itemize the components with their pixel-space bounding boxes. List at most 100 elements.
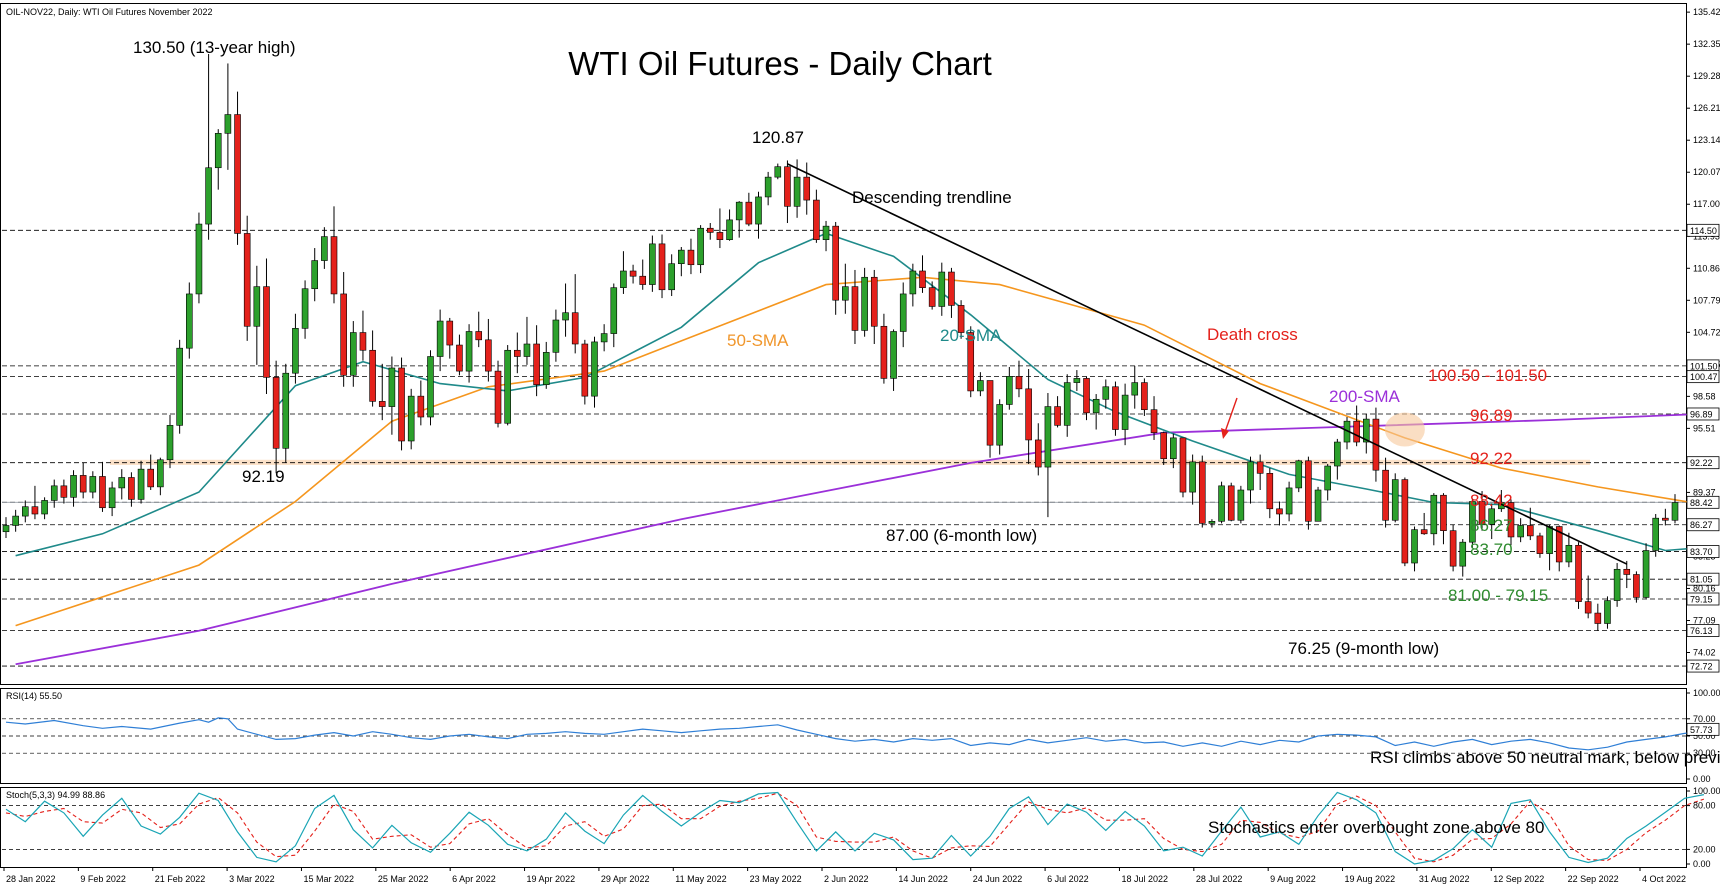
candle-body bbox=[938, 271, 946, 307]
candle-body bbox=[311, 260, 319, 290]
candle-body bbox=[1160, 432, 1167, 460]
candle-body bbox=[890, 331, 897, 379]
candle-body bbox=[899, 293, 907, 332]
candle-body bbox=[70, 475, 77, 498]
candle-body bbox=[996, 404, 1003, 446]
candle-body bbox=[456, 344, 463, 372]
candle-body bbox=[128, 477, 135, 500]
date-tick-label: 31 Aug 2022 bbox=[1419, 874, 1470, 884]
candle-body bbox=[1141, 382, 1148, 411]
price-tag-box bbox=[1686, 659, 1720, 673]
candle-body bbox=[880, 325, 888, 379]
annotation-20-sma: 20-SMA bbox=[940, 326, 1002, 345]
price-tick-label: 117.00 bbox=[1693, 199, 1720, 209]
candle-body bbox=[658, 243, 666, 291]
rsi-layer: 100.00 70.00 50.00 30.00 0.00 57.73 bbox=[2, 688, 1720, 784]
candle-body bbox=[581, 343, 589, 397]
candle-body bbox=[1054, 406, 1061, 426]
date-tick-label: 19 Apr 2022 bbox=[527, 874, 576, 884]
candle-body bbox=[870, 276, 878, 327]
candle-body bbox=[687, 249, 695, 266]
candle-body bbox=[706, 227, 714, 233]
candle-body bbox=[610, 287, 618, 334]
annotation-trendline: Descending trendline bbox=[852, 188, 1012, 207]
date-tick-label: 21 Feb 2022 bbox=[155, 874, 206, 884]
candle-body bbox=[186, 293, 193, 349]
date-tick-label: 2 Jun 2022 bbox=[824, 874, 869, 884]
candle-body bbox=[1594, 612, 1602, 624]
candle-body bbox=[1420, 529, 1428, 535]
candle-body bbox=[832, 225, 839, 301]
candle-body bbox=[957, 305, 965, 333]
candle-body bbox=[948, 271, 955, 306]
candle-body bbox=[1324, 465, 1331, 491]
annotation-13-year-high: 130.50 (13-year high) bbox=[133, 38, 296, 57]
candle-body bbox=[1025, 388, 1032, 441]
candle-body bbox=[1198, 461, 1206, 524]
candle-body bbox=[745, 201, 753, 225]
candle-body bbox=[1276, 508, 1283, 515]
annotation-stoch-note: Stochastics enter overbought zone above … bbox=[1208, 818, 1544, 837]
stoch-tick-label: 80.00 bbox=[1693, 801, 1716, 811]
date-tick-label: 28 Jul 2022 bbox=[1196, 874, 1243, 884]
candle-body bbox=[176, 347, 183, 426]
candle-body bbox=[79, 475, 87, 493]
date-axis-layer: 28 Jan 2022 9 Feb 2022 21 Feb 2022 3 Mar 20… bbox=[3, 867, 1686, 884]
candle-body bbox=[909, 270, 917, 295]
candle-body bbox=[793, 176, 801, 207]
candle-body bbox=[263, 286, 270, 378]
candle-body bbox=[1517, 525, 1524, 538]
candle-body bbox=[620, 270, 627, 288]
stoch-signal-line bbox=[5, 792, 1705, 863]
annotation-9-month-low: 76.25 (9-month low) bbox=[1288, 639, 1439, 658]
candle-body bbox=[1430, 494, 1438, 535]
candle-body bbox=[1671, 502, 1679, 521]
price-tick-label: 126.21 bbox=[1693, 103, 1720, 113]
candle-body bbox=[562, 312, 569, 321]
candle-body bbox=[147, 468, 155, 488]
death-cross-arrow-head bbox=[1221, 428, 1229, 439]
price-tag-label: 81.05 bbox=[1690, 575, 1713, 585]
candle-body bbox=[803, 176, 811, 201]
annotation-rsi-note: RSI climbs above 50 neutral mark, below … bbox=[1370, 748, 1720, 767]
annotation-6-month-low: 87.00 (6-month low) bbox=[886, 526, 1037, 545]
candle-body bbox=[1256, 461, 1264, 474]
symbol-line: OIL-NOV22, Daily: WTI Oil Futures Novemb… bbox=[6, 7, 213, 17]
candle-body bbox=[417, 395, 425, 418]
candle-body bbox=[340, 293, 347, 376]
rsi-tick-label: 100.00 bbox=[1693, 688, 1720, 698]
candle-body bbox=[1305, 460, 1312, 522]
date-tick-label: 23 May 2022 bbox=[750, 874, 802, 884]
candle-body bbox=[774, 166, 782, 178]
annotation-low-92: 92.19 bbox=[242, 467, 285, 486]
candle-body bbox=[1459, 541, 1467, 567]
candle-body bbox=[514, 349, 521, 357]
candle-body bbox=[1237, 489, 1245, 521]
candle-body bbox=[369, 349, 376, 402]
candle-body bbox=[1555, 526, 1563, 563]
candle-body bbox=[282, 372, 290, 449]
candle-body bbox=[639, 275, 647, 285]
candle-body bbox=[1613, 568, 1621, 601]
candle-body bbox=[571, 312, 579, 345]
candle-body bbox=[735, 201, 743, 221]
candle-body bbox=[861, 276, 868, 331]
annotation-level-100: 100.50 - 101.50 bbox=[1428, 366, 1547, 385]
candle-body bbox=[1536, 535, 1544, 554]
candle-body bbox=[542, 352, 550, 385]
candle-body bbox=[41, 500, 48, 515]
annotation-200-sma: 200-SMA bbox=[1329, 387, 1401, 406]
candle-body bbox=[851, 286, 859, 331]
candle-body bbox=[678, 249, 685, 264]
candle-body bbox=[253, 286, 261, 327]
candle-body bbox=[99, 476, 106, 509]
price-tag-box bbox=[1686, 370, 1720, 384]
price-tag-box bbox=[1686, 572, 1720, 586]
candle-body bbox=[1083, 378, 1090, 414]
candle-body bbox=[1575, 544, 1582, 602]
candle-body bbox=[1285, 487, 1293, 515]
candle-body bbox=[1391, 479, 1399, 521]
price-tick-label: 107.79 bbox=[1693, 295, 1720, 305]
candle-body bbox=[427, 356, 434, 418]
price-tick-label: 129.28 bbox=[1693, 71, 1720, 81]
